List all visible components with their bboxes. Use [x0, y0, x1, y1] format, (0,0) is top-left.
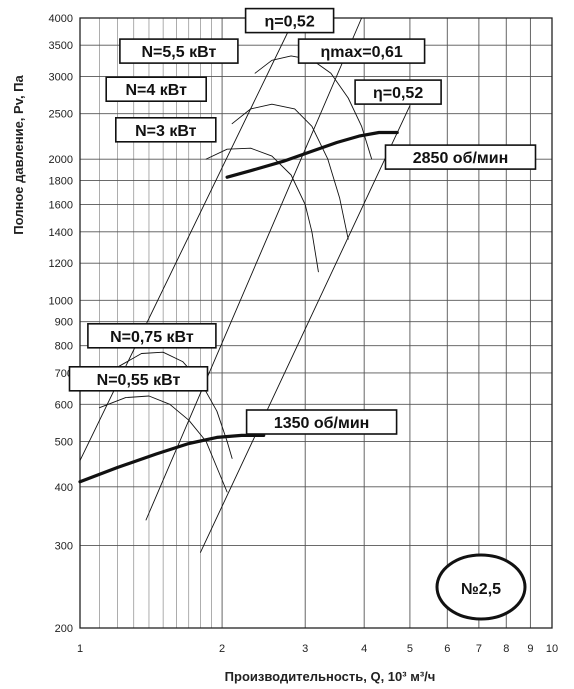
badge-ellipse [435, 553, 527, 621]
tick-layer: 1 2 3 4 5 6 7 8 9 10 200 300 400 500 600 700 800 900 1000 1… [49, 13, 559, 655]
x-tick-label: 5 [407, 643, 413, 655]
badge-text: №2,5 [461, 581, 501, 598]
y-axis-title: Полное давление, Pv, Па [11, 74, 26, 234]
curve-label: 2850 об/мин [413, 150, 508, 167]
y-tick-label: 1800 [49, 176, 73, 188]
curve-label: N=4 кВт [125, 82, 187, 99]
y-tick-label: 200 [55, 623, 73, 635]
x-tick-label: 6 [444, 643, 450, 655]
curve-label: N=5,5 кВт [142, 44, 217, 61]
series-line [231, 103, 349, 240]
series-line [200, 105, 411, 553]
y-tick-label: 600 [55, 399, 73, 411]
y-tick-label: 3000 [49, 72, 73, 84]
curve-label-box [105, 76, 207, 102]
curve-label-box [68, 365, 209, 392]
curve-label: η=0,52 [373, 85, 423, 102]
y-tick-label: 300 [55, 540, 73, 552]
model-badge: №2,5 [435, 553, 527, 621]
curve-label: η=0,52 [264, 14, 314, 31]
y-tick-label: 800 [55, 341, 73, 353]
y-tick-label: 500 [55, 436, 73, 448]
y-tick-label: 1200 [49, 258, 73, 270]
y-tick-label: 1600 [49, 200, 73, 212]
y-tick-label: 3500 [49, 40, 73, 52]
y-tick-label: 1000 [49, 295, 73, 307]
x-tick-label: 4 [361, 643, 367, 655]
curve-label-box [87, 322, 217, 349]
curve-layer [78, 17, 411, 553]
series-line [145, 17, 363, 521]
x-tick-label: 7 [476, 643, 482, 655]
curve-label-box [244, 7, 335, 34]
series-line [99, 395, 228, 493]
x-tick-label: 10 [546, 643, 558, 655]
curve-label-box [245, 409, 398, 435]
series-line [254, 55, 373, 160]
curve-label-box [119, 38, 239, 64]
curve-label-box [115, 117, 217, 143]
y-tick-label: 2000 [49, 154, 73, 166]
curve-label: 1350 об/мин [274, 415, 369, 432]
curve-label: N=0,55 кВт [97, 372, 181, 389]
y-tick-label: 2500 [49, 109, 73, 121]
y-tick-label: 4000 [49, 13, 73, 25]
x-tick-label: 2 [219, 643, 225, 655]
curve-label-box [297, 38, 426, 64]
x-axis-title: Производительность, Q, 10³ м³/ч [225, 669, 436, 684]
y-tick-label: 400 [55, 482, 73, 494]
series-line [78, 433, 266, 484]
x-tick-label: 1 [77, 643, 83, 655]
x-tick-label: 3 [302, 643, 308, 655]
x-tick-label: 8 [503, 643, 509, 655]
y-tick-label: 700 [55, 368, 73, 380]
curve-label-box [384, 144, 537, 170]
y-tick-label: 900 [55, 317, 73, 329]
label-layer: η=0,52 N=5,5 кВт ηmax=0,61 N=4 кВт η=0,52 N=3… [68, 7, 537, 435]
curve-label: N=0,75 кВт [110, 329, 194, 346]
curve-label: ηmax=0,61 [320, 44, 402, 61]
x-tick-label: 9 [527, 643, 533, 655]
curve-label-box [354, 79, 442, 105]
curve-label: N=3 кВт [135, 123, 197, 140]
series-line [225, 130, 399, 179]
y-tick-label: 1400 [49, 227, 73, 239]
